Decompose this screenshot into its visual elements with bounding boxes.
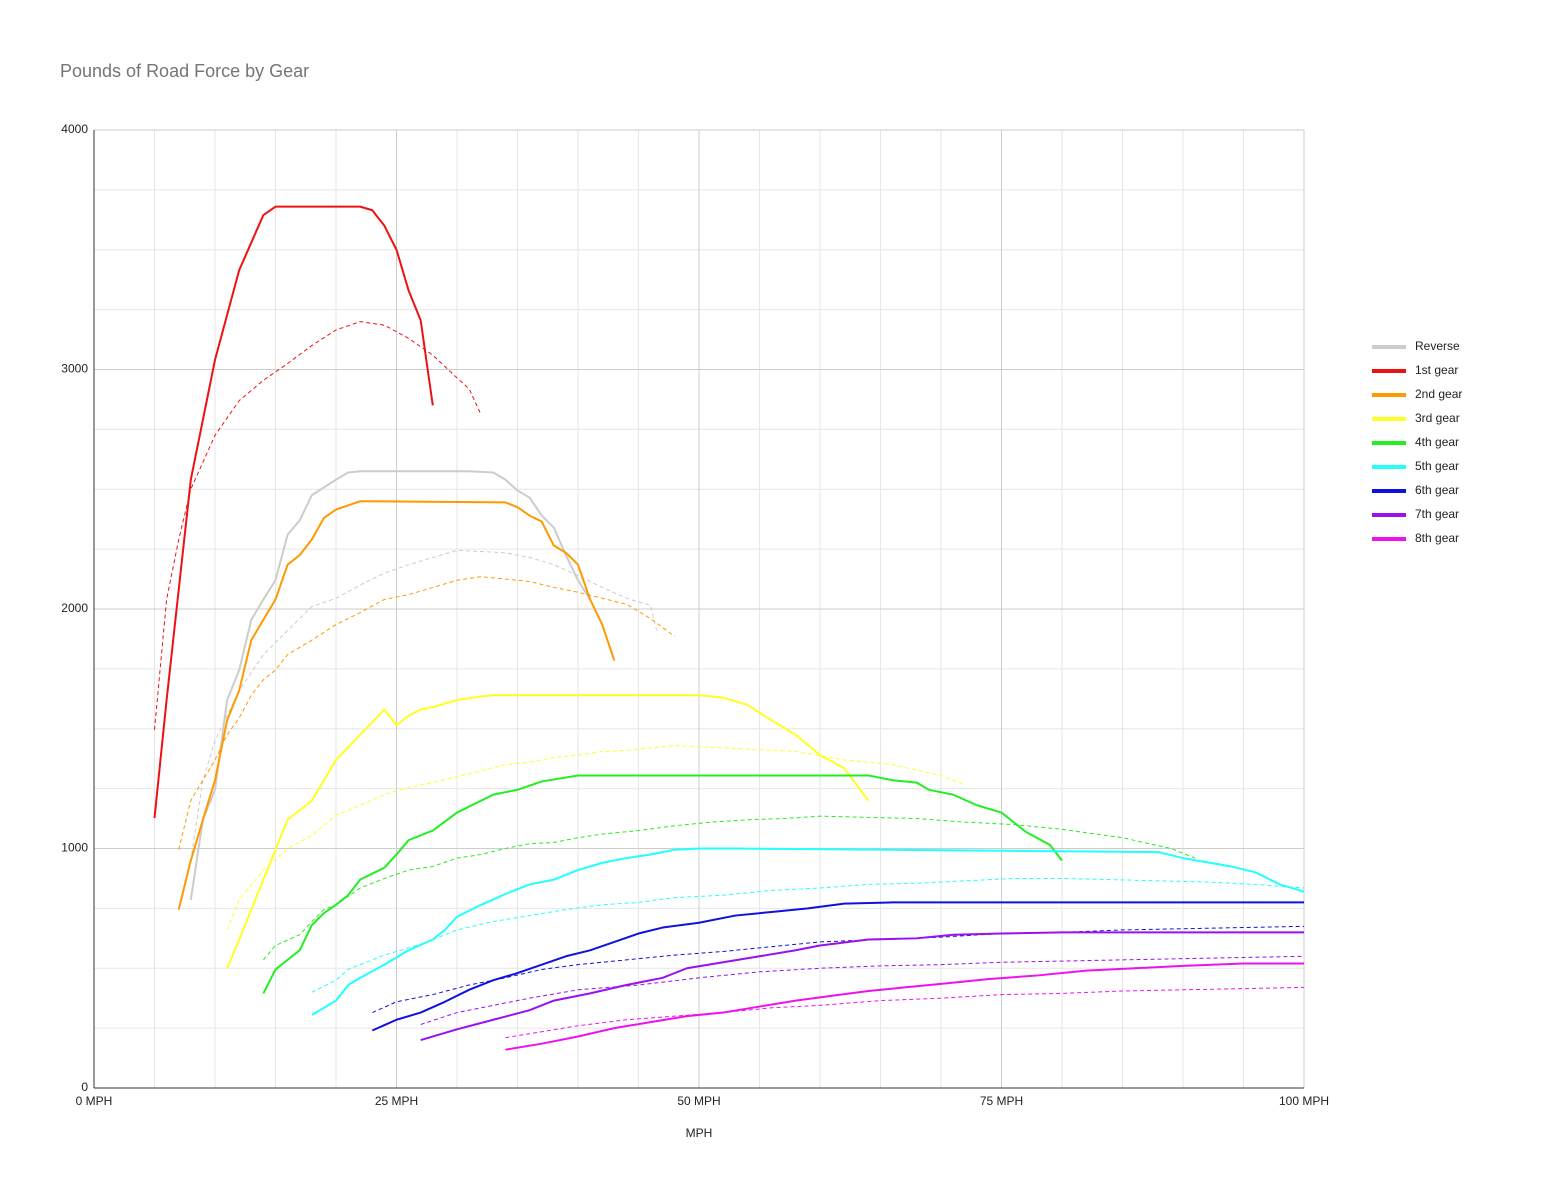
legend-label: 2nd gear bbox=[1415, 387, 1462, 401]
x-tick-label: 25 MPH bbox=[375, 1094, 418, 1108]
legend-label: 6th gear bbox=[1415, 483, 1459, 497]
reference-line bbox=[178, 576, 676, 850]
x-tick-label: 50 MPH bbox=[677, 1094, 720, 1108]
legend-label: 4th gear bbox=[1415, 435, 1459, 449]
legend-label: 3rd gear bbox=[1415, 411, 1460, 425]
reference-line bbox=[420, 955, 1305, 1026]
y-tick-label: 0 bbox=[81, 1080, 88, 1094]
reference-line bbox=[311, 877, 1305, 993]
reference-line bbox=[505, 986, 1305, 1039]
y-tick-label: 1000 bbox=[61, 841, 88, 855]
reference-line bbox=[226, 745, 966, 931]
series-line bbox=[262, 774, 1063, 994]
legend-label: 7th gear bbox=[1415, 507, 1459, 521]
y-tick-label: 4000 bbox=[61, 122, 88, 136]
series-line bbox=[153, 205, 434, 819]
legend-label: 1st gear bbox=[1415, 363, 1458, 377]
x-tick-label: 0 MPH bbox=[76, 1094, 113, 1108]
series-line bbox=[311, 847, 1305, 1016]
series-line bbox=[505, 962, 1304, 1051]
x-tick-label: 75 MPH bbox=[980, 1094, 1023, 1108]
y-tick-label: 3000 bbox=[61, 362, 88, 376]
series-line bbox=[420, 931, 1304, 1042]
series-line bbox=[189, 470, 591, 901]
reference-line bbox=[154, 321, 482, 730]
chart-title: Pounds of Road Force by Gear bbox=[60, 61, 309, 81]
reference-line bbox=[263, 815, 1196, 961]
reference-line bbox=[190, 549, 658, 861]
series-line bbox=[177, 500, 616, 910]
x-tick-label: 100 MPH bbox=[1279, 1094, 1329, 1108]
series-line bbox=[371, 901, 1304, 1032]
legend-label: 5th gear bbox=[1415, 459, 1459, 473]
x-axis-label: MPH bbox=[686, 1126, 713, 1140]
series-line bbox=[226, 694, 870, 969]
legend-label: 8th gear bbox=[1415, 531, 1459, 545]
y-tick-label: 2000 bbox=[61, 601, 88, 615]
reference-line bbox=[372, 925, 1305, 1014]
legend-label: Reverse bbox=[1415, 339, 1460, 353]
